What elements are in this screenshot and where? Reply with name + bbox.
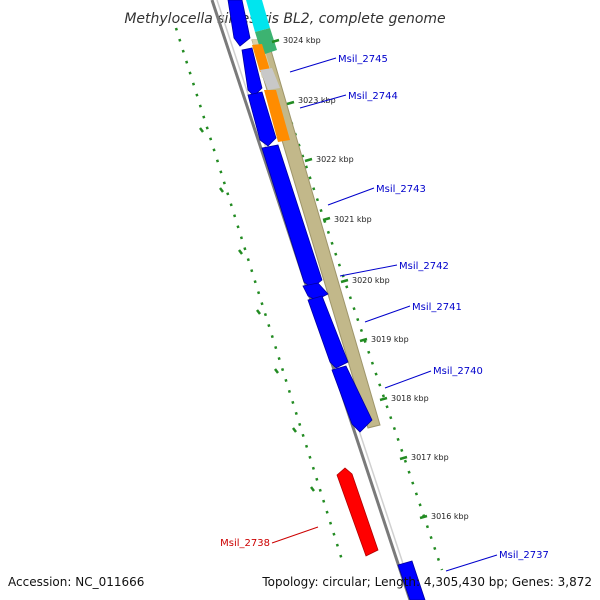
tick-label-3024: 3024 kbp [283,36,321,45]
gene-label-msil-2738: Msil_2738 [220,538,270,549]
gene-label-msil-2744: Msil_2744 [348,91,398,102]
gene-label-msil-2737: Msil_2737 [499,550,549,561]
cds-msil-2738 [336,467,379,557]
cds-msil-2744 [247,91,277,147]
gene-label-msil-2741: Msil_2741 [412,302,462,313]
cds-msil-2741 [307,295,349,369]
tick-label-3023: 3023 kbp [298,96,336,105]
tick-label-3019: 3019 kbp [371,335,409,344]
orange-block-lower [264,90,290,142]
tick-label-3016: 3016 kbp [431,512,469,521]
forward-cds-group [227,0,426,600]
gene-label-msil-2742: Msil_2742 [399,261,449,272]
grey-block [260,68,280,90]
tick-label-3021: 3021 kbp [334,215,372,224]
tick-label-3022: 3022 kbp [316,155,354,164]
inner-ring-ticks [199,127,315,492]
gene-label-msil-2745: Msil_2745 [338,54,388,65]
inner-dotted-ring [174,27,344,561]
orange-block-upper [252,44,270,72]
kbp-tick-marks [271,38,428,520]
cds-msil-2746 [227,0,251,47]
genome-summary-text: Topology: circular; Length: 4,305,430 bp… [261,575,592,589]
tick-label-3020: 3020 kbp [352,276,390,285]
cds-msil-2737 [397,560,426,600]
tick-label-3017: 3017 kbp [411,453,449,462]
gene-label-msil-2743: Msil_2743 [376,184,426,195]
accession-text: Accession: NC_011666 [8,575,144,589]
tick-label-3018: 3018 kbp [391,394,429,403]
map-title: Methylocella silvestris BL2, complete ge… [124,11,445,27]
cyan-block [246,0,270,32]
gene-label-msil-2740: Msil_2740 [433,366,483,377]
gene-leader-lines [271,57,498,572]
cds-msil-2745 [241,47,263,97]
cds-msil-2740 [331,365,373,433]
